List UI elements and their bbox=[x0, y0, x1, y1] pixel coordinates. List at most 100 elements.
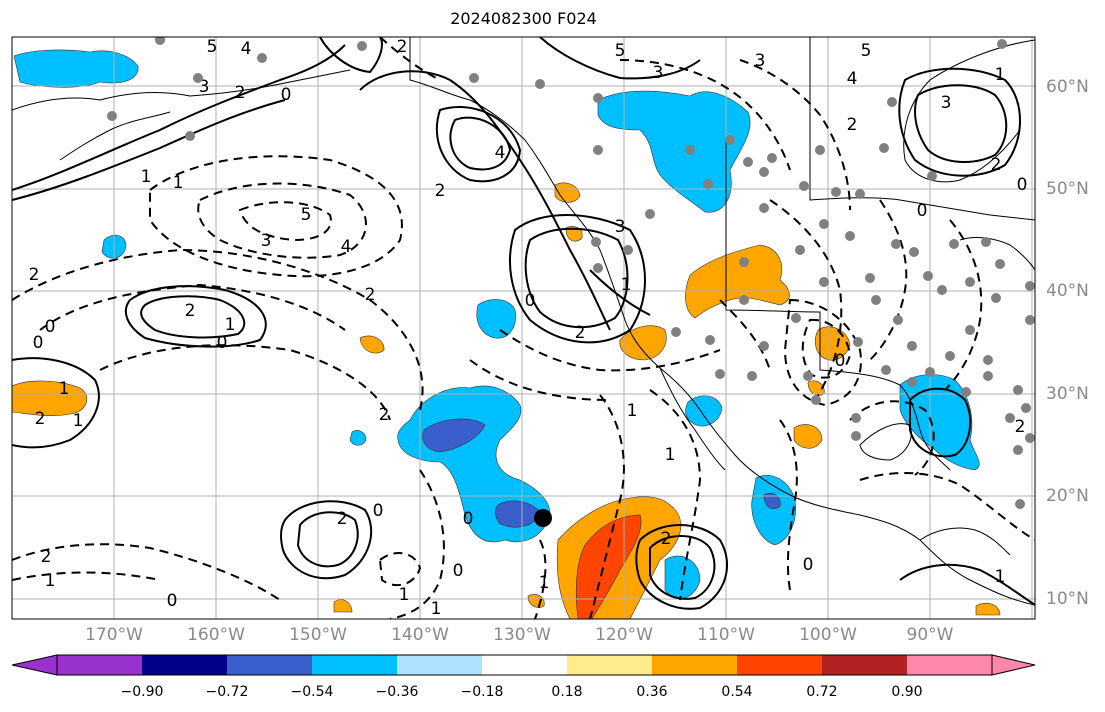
contour-label-group: 5 4 2 3 2 0 5 3 5 4 3 4 2 1 2 3 1 1 2 5 … bbox=[29, 37, 1028, 619]
storm-center-marker bbox=[534, 509, 552, 527]
colorbar-segment bbox=[567, 655, 652, 675]
lat-label: 10°N bbox=[1046, 589, 1089, 609]
contour-label: 1 bbox=[59, 379, 70, 399]
colorbar bbox=[11, 654, 1036, 676]
colorbar-tick-label: −0.72 bbox=[205, 684, 249, 700]
contour-label: 2 bbox=[337, 509, 348, 529]
lon-label: 140°W bbox=[391, 625, 449, 645]
contour-label: 2 bbox=[379, 405, 390, 425]
colorbar-segment bbox=[652, 655, 737, 675]
lat-label: 20°N bbox=[1046, 486, 1089, 506]
map-title: 2024082300 F024 bbox=[450, 9, 597, 28]
colorbar-tick-label: −0.90 bbox=[120, 684, 164, 700]
contour-label: 0 bbox=[45, 317, 56, 337]
lon-label: 90°W bbox=[906, 625, 954, 645]
lon-label: 100°W bbox=[799, 625, 857, 645]
contour-label: 2 bbox=[1015, 417, 1026, 437]
contour-label: 0 bbox=[33, 333, 44, 353]
colorbar-segment bbox=[482, 655, 567, 675]
contour-label: 3 bbox=[615, 217, 626, 237]
lon-label: 160°W bbox=[187, 625, 245, 645]
contour-label: 0 bbox=[463, 509, 474, 529]
contour-label: 0 bbox=[525, 291, 536, 311]
contour-label: 0 bbox=[803, 555, 814, 575]
colorbar-segment bbox=[907, 655, 992, 675]
colorbar-tick-label: −0.54 bbox=[290, 684, 334, 700]
graticule bbox=[12, 37, 1035, 619]
contour-label: 0 bbox=[281, 85, 292, 105]
contour-label: 4 bbox=[495, 143, 506, 163]
positive-anomaly-shading bbox=[12, 182, 1001, 619]
lon-label: 110°W bbox=[697, 625, 755, 645]
contour-label: 4 bbox=[341, 237, 352, 257]
contour-label: 1 bbox=[431, 599, 442, 619]
contour-label: 5 bbox=[615, 41, 626, 61]
contour-label: 2 bbox=[29, 265, 40, 285]
contour-label: 3 bbox=[941, 93, 952, 113]
contour-label: 0 bbox=[373, 501, 384, 521]
dashed-contours bbox=[12, 37, 1035, 619]
colorbar-tick-label: 0.18 bbox=[551, 684, 583, 700]
lat-label: 40°N bbox=[1046, 281, 1089, 301]
contour-label: 5 bbox=[861, 41, 872, 61]
contour-label: 4 bbox=[241, 39, 252, 59]
contour-label: 2 bbox=[847, 115, 858, 135]
contour-label: 0 bbox=[1017, 175, 1028, 195]
lon-label: 170°W bbox=[85, 625, 143, 645]
map-border bbox=[11, 36, 1036, 620]
contour-label: 0 bbox=[167, 591, 178, 611]
colorbar-extend-low bbox=[11, 654, 58, 676]
colorbar-tick-label: 0.36 bbox=[636, 684, 668, 700]
colorbar-segment bbox=[397, 655, 482, 675]
contour-label: 2 bbox=[435, 181, 446, 201]
contour-label: 0 bbox=[835, 351, 846, 371]
contour-label: 2 bbox=[575, 323, 586, 343]
lon-label: 150°W bbox=[289, 625, 347, 645]
colorbar-segment bbox=[737, 655, 822, 675]
colorbar-outline bbox=[56, 654, 993, 676]
contour-label: 2 bbox=[661, 529, 672, 549]
contour-label: 1 bbox=[665, 445, 676, 465]
colorbar-extend-high bbox=[991, 654, 1036, 676]
contour-label: 1 bbox=[627, 401, 638, 421]
colorbar-tick-label: 0.72 bbox=[806, 684, 838, 700]
contour-label: 1 bbox=[173, 173, 184, 193]
colorbar-segment bbox=[227, 655, 312, 675]
lon-label: 130°W bbox=[493, 625, 551, 645]
colorbar-segment bbox=[142, 655, 227, 675]
colorbar-tick-label: −0.18 bbox=[460, 684, 504, 700]
coastlines bbox=[12, 37, 1035, 606]
contour-label: 1 bbox=[539, 573, 550, 593]
colorbar-segment bbox=[822, 655, 907, 675]
contour-label: 1 bbox=[73, 411, 84, 431]
lat-label: 30°N bbox=[1046, 384, 1089, 404]
contour-label: 0 bbox=[217, 333, 228, 353]
contour-label: 2 bbox=[185, 301, 196, 321]
contour-label: 2 bbox=[35, 409, 46, 429]
contour-label: 4 bbox=[847, 69, 858, 89]
contour-label: 2 bbox=[41, 547, 52, 567]
colorbar-tick-label: 0.54 bbox=[721, 684, 753, 700]
contour-label: 1 bbox=[995, 65, 1006, 85]
contour-label: 1 bbox=[141, 167, 152, 187]
contour-label: 3 bbox=[261, 231, 272, 251]
colorbar-tick-label: 0.90 bbox=[891, 684, 923, 700]
station-dots bbox=[107, 37, 1035, 509]
contour-label: 0 bbox=[917, 201, 928, 221]
contour-label: 5 bbox=[301, 205, 312, 225]
contour-label: 2 bbox=[365, 285, 376, 305]
contour-label: 1 bbox=[225, 315, 236, 335]
colorbar-segment bbox=[57, 655, 142, 675]
contour-label: 3 bbox=[653, 63, 664, 83]
contour-label: 1 bbox=[399, 585, 410, 605]
colorbar-segment bbox=[312, 655, 397, 675]
contour-label: 1 bbox=[995, 567, 1006, 587]
contour-label: 1 bbox=[45, 571, 56, 591]
colorbar-tick-label: −0.36 bbox=[375, 684, 419, 700]
contour-label: 1 bbox=[621, 275, 632, 295]
lat-label: 60°N bbox=[1046, 77, 1089, 97]
contour-label: 2 bbox=[397, 37, 408, 57]
contour-label: 2 bbox=[235, 83, 246, 103]
lat-label: 50°N bbox=[1046, 179, 1089, 199]
